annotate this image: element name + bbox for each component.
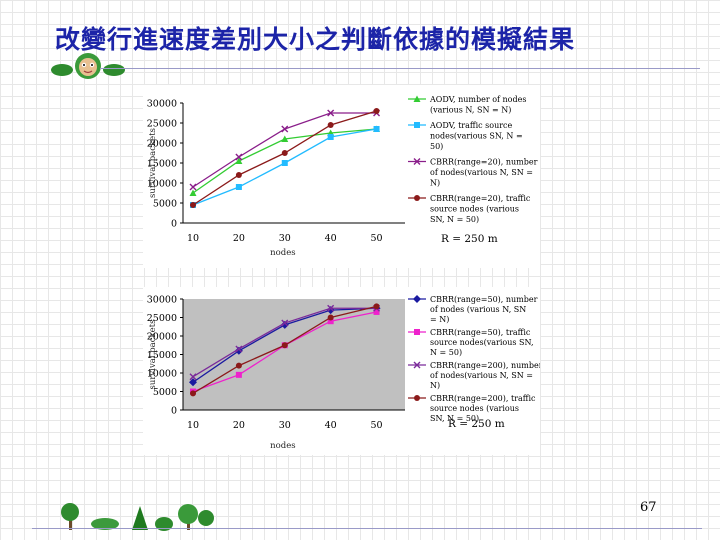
legend-entry-1: CBRR(range=50), number of nodes (various …: [430, 295, 538, 324]
data-point-s4-2: [235, 172, 242, 178]
legend-marker-4: [414, 195, 420, 201]
y-tick-label: 25000: [147, 119, 177, 130]
data-point-s4-1: [190, 202, 196, 208]
footer-rule: [32, 528, 702, 529]
legend-marker-3: [413, 361, 421, 369]
page-number: 67: [640, 500, 657, 515]
legend-entry-2: CBRR(range=50), traffic source nodes(vari…: [430, 328, 534, 357]
y-axis-label: survival packets: [148, 320, 158, 390]
plot-area: [183, 103, 405, 223]
data-point-s2-3: [281, 160, 288, 166]
x-tick-label: 50: [371, 420, 383, 431]
x-tick-label: 30: [279, 420, 291, 431]
y-tick-label: 5000: [153, 387, 177, 398]
x-tick-label: 10: [187, 233, 199, 244]
legend-entry-4: CBRR(range=20), traffic source nodes (var…: [430, 194, 531, 224]
y-axis-label: survival packets: [148, 128, 158, 198]
mascot-icon: [51, 53, 125, 79]
x-axis-label: nodes: [270, 441, 295, 451]
data-point-s3-1: [189, 183, 197, 191]
data-point-s3-3: [281, 319, 289, 327]
legend-entry-1: AODV, number of nodes (various N, SN = N): [429, 95, 526, 115]
data-point-s3-4: [327, 109, 335, 117]
data-point-s1-1: [189, 378, 197, 387]
data-point-s4-1: [190, 390, 196, 397]
data-point-s4-4: [327, 122, 334, 128]
data-point-s2-2: [235, 184, 242, 190]
data-point-s4-3: [281, 342, 288, 349]
data-point-s3-2: [235, 153, 243, 161]
x-tick-label: 40: [325, 233, 337, 244]
y-tick-label: 0: [171, 406, 177, 417]
page-title: 改變行進速度差別大小之判斷依據的模擬結果: [55, 25, 576, 54]
data-point-s1-1: [189, 189, 197, 196]
trees-icon: [61, 503, 214, 531]
range-annotation: R = 250 m: [441, 233, 498, 245]
data-point-s4-2: [235, 362, 242, 369]
x-tick-label: 30: [279, 233, 291, 244]
x-axis-label: nodes: [270, 248, 295, 258]
x-tick-label: 50: [371, 233, 383, 244]
y-tick-label: 10000: [147, 179, 177, 190]
plot-area: [183, 299, 405, 410]
y-tick-label: 15000: [147, 159, 177, 170]
legend-marker-1: [413, 95, 421, 102]
legend-entry-4: CBRR(range=200), traffic source nodes (va…: [430, 394, 536, 423]
data-point-s2-5: [373, 308, 380, 315]
y-tick-label: 0: [171, 219, 177, 230]
y-tick-label: 20000: [147, 139, 177, 150]
y-tick-label: 30000: [147, 295, 177, 306]
data-point-s4-3: [281, 150, 288, 156]
data-point-s3-2: [235, 345, 243, 353]
chart-bottom: 0 5000 10000 15000 20000 25000 30000 10 20 30 40 50…: [143, 287, 540, 455]
legend-marker-2: [414, 122, 420, 128]
y-tick-label: 25000: [147, 313, 177, 324]
legend-entry-3: CBRR(range=20), number of nodes(various N…: [430, 158, 538, 188]
data-point-s2-4: [327, 134, 334, 140]
legend-marker-2: [414, 329, 420, 335]
data-point-s1-2: [234, 346, 243, 355]
data-point-s1-2: [235, 157, 243, 164]
legend-entry-2: AODV, traffic source nodes(various SN, N …: [429, 121, 523, 151]
data-point-s2-2: [235, 371, 242, 378]
data-point-s3-1: [189, 373, 197, 381]
data-point-s2-5: [373, 126, 380, 132]
data-point-s3-4: [327, 304, 335, 312]
header-rule: [100, 68, 700, 69]
data-point-s4-4: [327, 314, 334, 321]
x-tick-label: 40: [325, 420, 337, 431]
y-tick-label: 10000: [147, 369, 177, 380]
data-point-s3-3: [281, 125, 289, 133]
legend-entry-3: CBRR(range=200), number of nodes(various …: [430, 361, 540, 390]
y-tick-label: 15000: [147, 350, 177, 361]
data-point-s2-4: [327, 318, 334, 325]
y-tick-label: 5000: [153, 199, 177, 210]
chart-top: 0 5000 10000 15000 20000 25000 30000 10 20 30 40 50…: [143, 85, 540, 268]
data-point-s4-5: [373, 108, 380, 114]
x-tick-label: 20: [233, 233, 245, 244]
range-annotation: R = 250 m: [448, 418, 505, 430]
legend-marker-1: [413, 295, 421, 303]
data-point-s1-3: [281, 135, 289, 142]
legend-marker-4: [414, 395, 420, 401]
legend-marker-3: [413, 158, 421, 165]
data-point-s4-5: [373, 303, 380, 310]
x-tick-label: 20: [233, 420, 245, 431]
x-tick-label: 10: [187, 420, 199, 431]
data-point-s1-3: [280, 320, 289, 329]
y-tick-label: 20000: [147, 332, 177, 343]
y-tick-label: 30000: [147, 99, 177, 110]
